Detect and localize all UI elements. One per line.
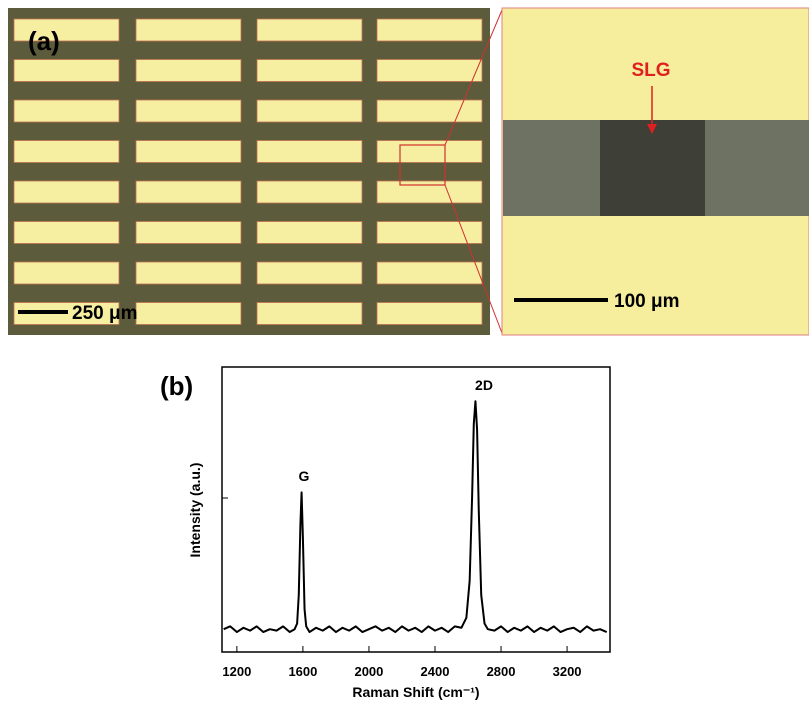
pad: [136, 303, 241, 325]
plot-frame: [222, 367, 610, 652]
x-tick-label: 2400: [421, 664, 450, 679]
pad: [136, 181, 241, 203]
pad: [14, 181, 119, 203]
pad: [257, 100, 362, 122]
x-axis-label: Raman Shift (cm⁻¹): [352, 684, 479, 700]
pad: [257, 222, 362, 244]
pad: [136, 100, 241, 122]
pad: [14, 262, 119, 284]
pad: [257, 19, 362, 41]
pad: [257, 181, 362, 203]
page: {"panel_a": {"label": "(a)", "scale_bar_…: [0, 0, 809, 707]
pad: [377, 19, 482, 41]
x-tick-label: 1600: [288, 664, 317, 679]
pad: [257, 303, 362, 325]
pad: [136, 262, 241, 284]
pad: [377, 181, 482, 203]
pad: [257, 262, 362, 284]
pad: [257, 141, 362, 163]
pad: [136, 222, 241, 244]
pad: [377, 100, 482, 122]
y-axis-label: Intensity (a.u.): [187, 463, 203, 558]
scale-label: 100 μm: [614, 291, 680, 312]
panel-label: (a): [28, 26, 60, 56]
x-tick-label: 1200: [222, 664, 251, 679]
pad: [257, 60, 362, 82]
pad: [14, 100, 119, 122]
pad: [377, 303, 482, 325]
pad: [377, 141, 482, 163]
figure: (a) 250 μm 100 μm SLG (b) Raman Shift (c…: [0, 0, 809, 707]
pad: [377, 60, 482, 82]
pad: [14, 222, 119, 244]
peak-label: G: [299, 468, 310, 484]
pad: [14, 60, 119, 82]
pad: [136, 60, 241, 82]
pad: [14, 141, 119, 163]
x-tick-label: 2000: [354, 664, 383, 679]
pad: [136, 19, 241, 41]
micrograph: [8, 8, 490, 335]
annotation: SLG: [631, 60, 670, 81]
scale-label: 250 μm: [72, 303, 138, 324]
panel-label: (b): [160, 371, 193, 401]
x-tick-label: 2800: [487, 664, 516, 679]
x-tick-label: 3200: [553, 664, 582, 679]
pad: [377, 262, 482, 284]
spectrum: [224, 401, 607, 632]
peak-label: 2D: [475, 377, 493, 393]
graphene: [600, 120, 705, 216]
pad: [136, 141, 241, 163]
